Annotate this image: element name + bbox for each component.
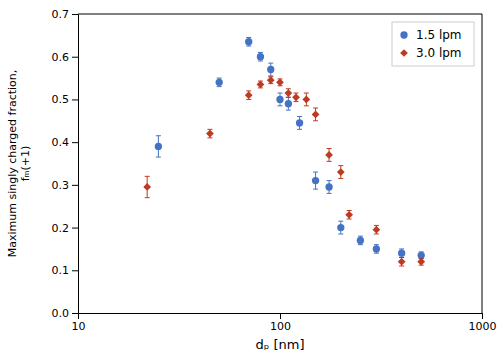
tick: 0.1: [52, 264, 79, 277]
point: [417, 258, 425, 266]
tick-label: 1000: [469, 320, 497, 333]
tick: 0.4: [52, 136, 79, 149]
tick: 0.7: [52, 8, 79, 21]
point: [206, 130, 214, 138]
point: [143, 183, 151, 191]
tick-mark: [72, 142, 78, 143]
tick-mark: [72, 313, 78, 314]
frame: [78, 14, 482, 15]
point: [284, 89, 292, 97]
point: [325, 151, 333, 159]
axis-line: [79, 314, 483, 320]
tick-label: 0.5: [52, 93, 70, 106]
point: [245, 91, 253, 99]
tick-label: 0.7: [52, 8, 70, 21]
point: [267, 76, 275, 84]
legend-symbol: [400, 31, 407, 38]
tick: 0.2: [52, 222, 79, 235]
tick-mark: [72, 185, 78, 186]
series: [155, 37, 425, 258]
point: [296, 119, 303, 126]
series: [143, 76, 425, 266]
point: [155, 143, 162, 150]
tick: 0.3: [52, 179, 79, 192]
tick-label: 0.1: [52, 264, 70, 277]
point: [398, 250, 405, 257]
tick-mark: [72, 14, 78, 15]
point: [337, 224, 344, 231]
point: [357, 237, 364, 244]
legend-symbol: [400, 49, 408, 57]
tick-mark: [280, 313, 281, 319]
point: [257, 53, 264, 60]
tick-mark: [72, 57, 78, 58]
point: [373, 226, 381, 234]
tick-label: 0.4: [52, 136, 70, 149]
axis-line: [72, 15, 79, 314]
tick: 100: [270, 313, 291, 333]
tick-mark: [72, 99, 78, 100]
point: [345, 211, 353, 219]
tick-label: 0.3: [52, 179, 70, 192]
y-axis: 0.0 0.1 0.2 0.3 0.4 0.5 0.6 0.7: [52, 8, 79, 320]
tick-mark: [482, 313, 483, 319]
point: [267, 66, 274, 73]
x-axis: 10 100 1000: [72, 313, 497, 333]
point: [373, 245, 380, 252]
tick: 0.6: [52, 51, 79, 64]
legend-box: [392, 22, 474, 66]
point: [312, 111, 320, 119]
tick: 10: [72, 313, 86, 333]
point: [292, 93, 300, 101]
point: [276, 78, 284, 86]
legend-label: 3.0 lpm: [416, 46, 462, 60]
tick-label: 0.0: [52, 307, 70, 320]
tick-label: 100: [270, 320, 291, 333]
x-axis-title: dₚ [nm]: [256, 337, 305, 352]
legend: 1.5 lpm 3.0 lpm: [392, 22, 474, 66]
point: [398, 258, 406, 266]
point: [337, 168, 345, 176]
legend-label: 1.5 lpm: [416, 28, 462, 42]
tick-mark: [72, 270, 78, 271]
y-axis-title: Maximum singly charged fraction,fₘ(+1): [6, 70, 32, 258]
tick: 0.0: [52, 307, 79, 320]
tick-mark: [72, 228, 78, 229]
point: [285, 100, 292, 107]
chart: 10 100 1000 0.0 0.1 0.2 0.3 0.4 0.5 0.6 0.7 1.5 lpm…: [0, 0, 500, 359]
marks: [143, 37, 425, 266]
point: [216, 79, 223, 86]
point: [276, 96, 283, 103]
point: [245, 38, 252, 45]
frame: [482, 14, 483, 313]
point: [257, 81, 265, 89]
plot: 10 100 1000 0.0 0.1 0.2 0.3 0.4 0.5 0.6 0.7 1.5 lpm…: [52, 8, 497, 333]
tick: 1000: [469, 313, 497, 333]
point: [302, 96, 310, 104]
point: [312, 177, 319, 184]
point: [325, 183, 332, 190]
tick: 0.5: [52, 93, 79, 106]
tick-label: 0.2: [52, 222, 70, 235]
tick-label: 10: [72, 320, 86, 333]
tick-label: 0.6: [52, 51, 70, 64]
